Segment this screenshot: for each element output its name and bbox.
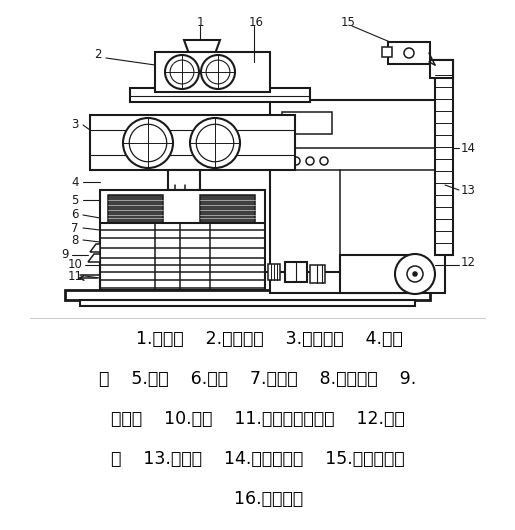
Bar	[80, 300, 415, 306]
Circle shape	[201, 55, 235, 89]
Text: 出料口    10.主轴    11.锥齿轮传动机构    12.主电: 出料口 10.主轴 11.锥齿轮传动机构 12.主电	[111, 410, 405, 428]
Circle shape	[395, 254, 435, 294]
Bar	[388, 42, 430, 64]
Text: 9: 9	[61, 248, 68, 261]
Circle shape	[165, 55, 199, 89]
Text: 15: 15	[340, 15, 355, 29]
Text: 5: 5	[71, 193, 79, 207]
Bar	[430, 60, 453, 78]
Polygon shape	[184, 40, 220, 62]
Text: 14: 14	[460, 142, 475, 155]
Bar	[268, 264, 280, 280]
Polygon shape	[88, 254, 100, 262]
Text: 16: 16	[249, 15, 264, 29]
Circle shape	[320, 157, 328, 165]
Circle shape	[190, 118, 240, 168]
Bar	[340, 255, 415, 293]
Bar	[285, 262, 307, 282]
Bar	[435, 60, 453, 255]
Text: 1: 1	[196, 15, 204, 29]
Text: 13: 13	[460, 183, 475, 197]
Text: 1.入料斗    2.混合搅龙    3.输送搅龙    4.检视: 1.入料斗 2.混合搅龙 3.输送搅龙 4.检视	[114, 330, 402, 348]
Bar	[200, 195, 255, 223]
Circle shape	[413, 272, 417, 276]
Text: 窗    5.压辊    6.平模    7.切料刀    8.出料刮板    9.: 窗 5.压辊 6.平模 7.切料刀 8.出料刮板 9.	[99, 370, 417, 388]
Circle shape	[292, 157, 300, 165]
Text: 4: 4	[71, 175, 79, 189]
Text: 16.蒸汽入口: 16.蒸汽入口	[212, 490, 303, 508]
Polygon shape	[90, 244, 100, 252]
Bar	[382, 47, 392, 57]
Text: 8: 8	[71, 234, 79, 246]
Bar	[282, 112, 332, 134]
Text: 2: 2	[94, 49, 102, 61]
Bar	[130, 88, 310, 102]
Bar	[90, 115, 295, 170]
Bar	[108, 195, 163, 223]
Polygon shape	[192, 62, 212, 78]
Bar	[155, 52, 270, 92]
Bar	[310, 265, 325, 283]
Text: 7: 7	[71, 222, 79, 234]
Circle shape	[123, 118, 173, 168]
Bar	[270, 100, 445, 293]
Text: 12: 12	[460, 255, 475, 269]
Bar	[100, 190, 265, 290]
Text: 机    13.电控箱    14.链传动机构    15.链传动电机: 机 13.电控箱 14.链传动机构 15.链传动电机	[111, 450, 405, 468]
Bar	[65, 290, 430, 300]
Bar	[168, 170, 200, 190]
Text: 3: 3	[71, 119, 79, 131]
Text: 6: 6	[71, 208, 79, 222]
Text: 10: 10	[67, 259, 82, 271]
Text: 11: 11	[67, 269, 82, 282]
Circle shape	[306, 157, 314, 165]
